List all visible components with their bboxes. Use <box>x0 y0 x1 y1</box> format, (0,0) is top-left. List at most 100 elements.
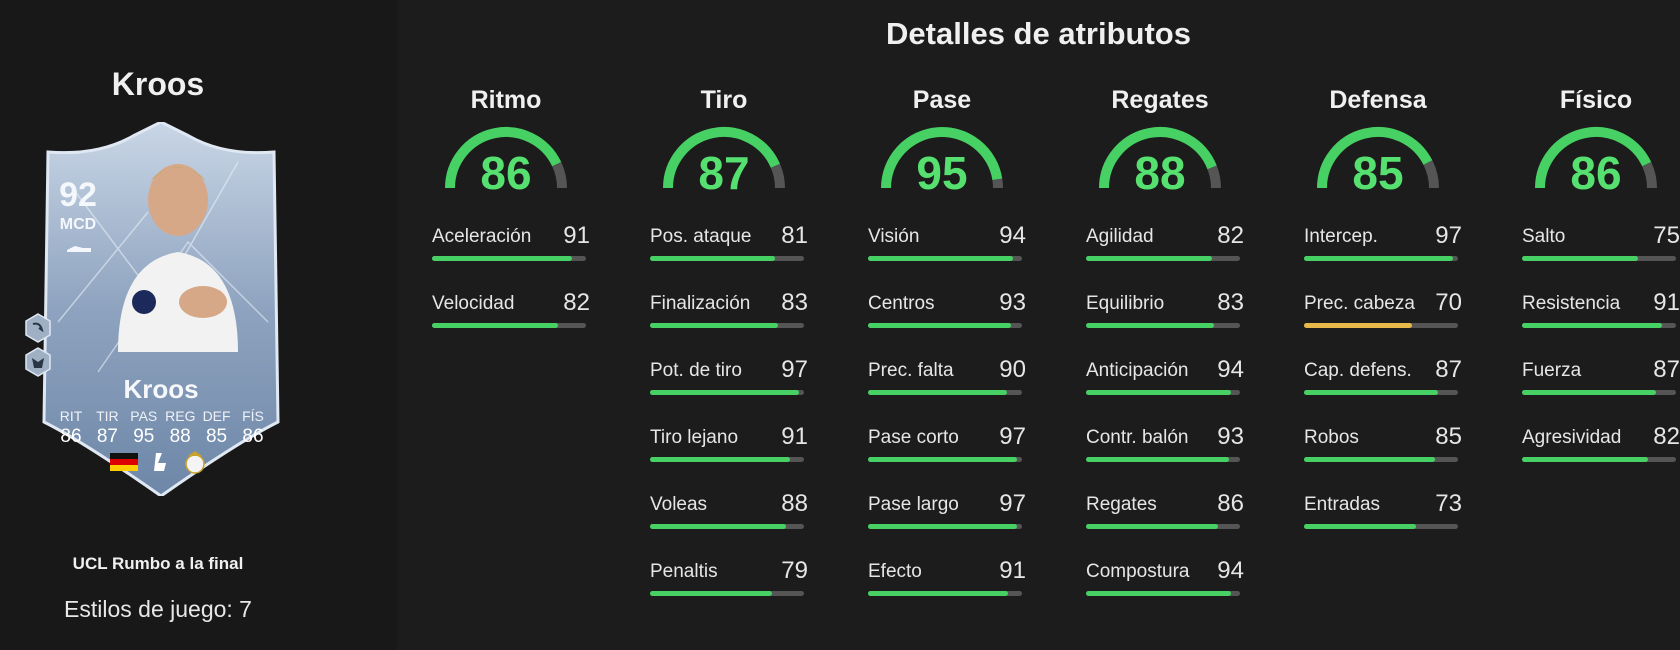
attribute-row: Regates 86 <box>1086 490 1244 561</box>
attribute-label: Finalización <box>650 293 751 314</box>
attribute-bar-fill <box>1086 457 1230 462</box>
gauge-fill <box>445 127 562 189</box>
attribute-label: Penaltis <box>650 561 718 582</box>
attribute-value: 73 <box>1435 490 1462 517</box>
card-stat-label: PAS <box>130 408 158 424</box>
attribute-value: 81 <box>781 222 808 249</box>
attribute-value: 79 <box>781 557 808 584</box>
attribute-value: 93 <box>999 289 1026 316</box>
attribute-bar <box>432 323 586 328</box>
attribute-bar-fill <box>1086 390 1231 395</box>
laliga-logo-icon <box>154 453 166 471</box>
attribute-label: Centros <box>868 293 935 314</box>
attribute-row: Pot. de tiro 97 <box>650 356 808 427</box>
real-madrid-crest-icon <box>185 451 205 474</box>
attribute-bar-fill <box>868 323 1012 328</box>
attribute-bar <box>868 524 1022 529</box>
attribute-bar-fill <box>650 591 772 596</box>
attribute-bar-fill <box>650 256 775 261</box>
column-title: Tiro <box>700 86 748 114</box>
card-rating: 92 <box>59 176 97 214</box>
card-stat-label: DEF <box>202 408 231 424</box>
gauge-arc <box>881 127 1003 189</box>
attribute-row: Efecto 91 <box>868 557 1026 628</box>
attribute-label: Pase corto <box>868 427 959 448</box>
player-name: Kroos <box>111 66 205 102</box>
attribute-bar <box>1522 457 1676 462</box>
attribute-bar <box>1086 457 1240 462</box>
attribute-list: Salto 75 Resistencia 91 Fuerza 87 Agresividad 8… <box>1522 222 1680 494</box>
attribute-label: Anticipación <box>1086 360 1189 381</box>
gauge-fill <box>663 127 780 189</box>
column-gauge: 86 <box>418 122 594 202</box>
attribute-value: 87 <box>1653 356 1680 383</box>
attribute-bar <box>1304 524 1458 529</box>
attribute-row: Cap. defens. 87 <box>1304 356 1462 427</box>
attribute-list: Pos. ataque 81 Finalización 83 Pot. de tiro 9… <box>650 222 808 628</box>
attribute-bar <box>650 591 804 596</box>
attribute-value: 94 <box>999 222 1026 249</box>
gauge-track <box>770 163 785 189</box>
attribute-value: 97 <box>999 490 1026 517</box>
attribute-label: Tiro lejano <box>650 427 739 448</box>
boot-icon <box>67 246 91 252</box>
attribute-label: Efecto <box>868 561 922 582</box>
attribute-column: Físico 86 Salto 75 Resistencia 91 Fuerza 87 Agre… <box>1508 86 1680 462</box>
attribute-bar-fill <box>868 457 1018 462</box>
attribute-value: 97 <box>781 356 808 383</box>
attribute-bar <box>1304 457 1458 462</box>
attribute-bar-fill <box>1086 323 1214 328</box>
attribute-bar <box>1086 524 1240 529</box>
attribute-bar <box>650 323 804 328</box>
attribute-row: Agresividad 82 <box>1522 423 1680 494</box>
attribute-bar <box>1522 323 1676 328</box>
card-badges <box>110 450 206 474</box>
attribute-value: 82 <box>1653 423 1680 450</box>
gauge-arc <box>1317 127 1439 189</box>
card-stat-value: 88 <box>169 426 191 447</box>
attribute-value: 94 <box>1217 356 1244 383</box>
attribute-column: Tiro 87 Pos. ataque 81 Finalización 83 Pot. de… <box>636 86 812 596</box>
attribute-value: 82 <box>563 289 590 316</box>
gauge-track <box>1207 165 1221 189</box>
player-panel: Kroos 92 MCD Kroos RIT <box>0 0 397 650</box>
attribute-value: 86 <box>1217 490 1244 517</box>
card-stat-label: RIT <box>59 408 83 424</box>
attribute-bar <box>432 256 586 261</box>
gauge-track <box>1423 160 1439 189</box>
gauge-fill <box>1099 127 1217 189</box>
attribute-bar-fill <box>868 256 1013 261</box>
attribute-bar-fill <box>650 457 791 462</box>
column-title: Defensa <box>1329 86 1427 114</box>
card-stat-value: 86 <box>242 426 264 447</box>
attribute-bar-fill <box>650 323 778 328</box>
attribute-value: 97 <box>1435 222 1462 249</box>
gauge-fill <box>1317 127 1433 189</box>
attribute-row: Pase largo 97 <box>868 490 1026 561</box>
attribute-row: Fuerza 87 <box>1522 356 1680 427</box>
attribute-row: Aceleración 91 <box>432 222 590 293</box>
column-gauge: 88 <box>1072 122 1248 202</box>
attribute-bar-fill <box>1304 323 1412 328</box>
playstyles-count[interactable]: Estilos de juego: 7 <box>64 596 252 622</box>
attribute-row: Intercep. 97 <box>1304 222 1462 293</box>
attribute-bar-fill <box>1304 390 1438 395</box>
attribute-label: Compostura <box>1086 561 1190 582</box>
attribute-label: Equilibrio <box>1086 293 1165 314</box>
attribute-column: Ritmo 86 Aceleración 91 Velocidad 82 <box>418 86 594 328</box>
attribute-value: 91 <box>563 222 590 249</box>
attribute-value: 97 <box>999 423 1026 450</box>
attribute-label: Regates <box>1086 494 1157 515</box>
card-stat-values: 86 87 95 88 85 86 <box>56 426 268 448</box>
attribute-row: Equilibrio 83 <box>1086 289 1244 360</box>
attribute-column: Pase 95 Visión 94 Centros 93 Prec. falta 90 Pase… <box>854 86 1030 596</box>
attribute-value: 83 <box>1217 289 1244 316</box>
attribute-bar-fill <box>1522 457 1649 462</box>
attribute-column: Defensa 85 Intercep. 97 Prec. cabeza 70 Cap. d… <box>1290 86 1466 529</box>
germany-flag-icon <box>110 453 138 471</box>
column-title: Ritmo <box>470 86 542 114</box>
attribute-row: Penaltis 79 <box>650 557 808 628</box>
attribute-value: 90 <box>999 356 1026 383</box>
attribute-bar <box>650 390 804 395</box>
player-card[interactable]: 92 MCD Kroos RIT TIR PAS REG DEF FÍS 86 … <box>38 122 284 496</box>
